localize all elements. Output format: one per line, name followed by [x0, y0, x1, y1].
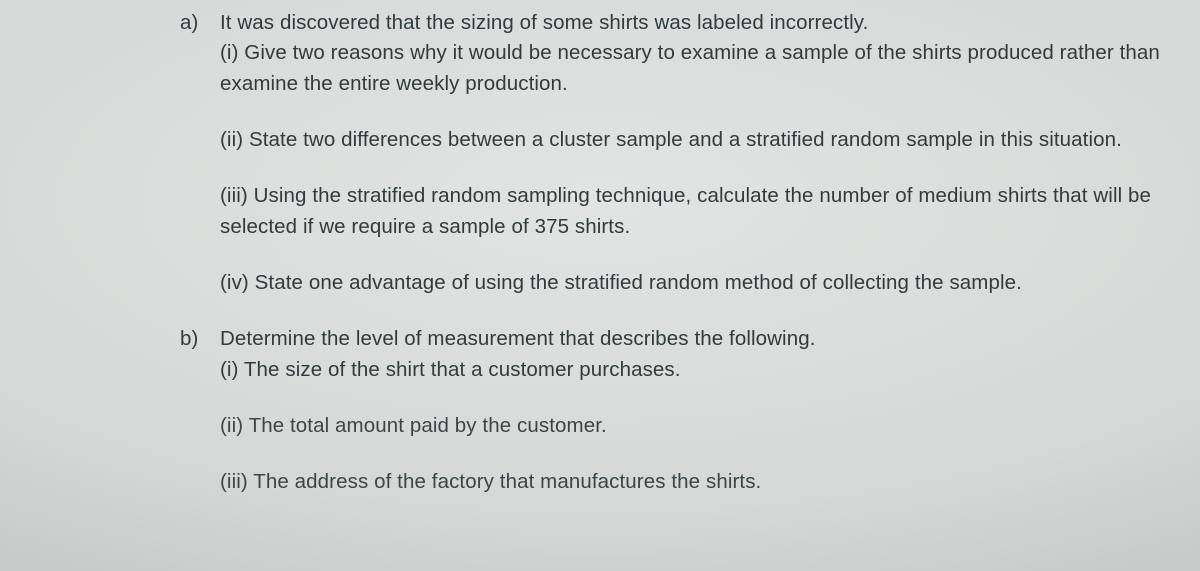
part-a-body: It was discovered that the sizing of som…	[220, 8, 1180, 298]
part-a-header: a) It was discovered that the sizing of …	[180, 8, 1180, 298]
part-b-sub-ii: (ii) The total amount paid by the custom…	[220, 411, 1180, 441]
part-a-label: a)	[180, 8, 220, 298]
part-a-sub-ii: (ii) State two differences between a clu…	[220, 125, 1180, 155]
part-b-body: Determine the level of measurement that …	[220, 324, 1180, 497]
part-a-sub-i: (i) Give two reasons why it would be nec…	[220, 41, 1160, 94]
part-b-header: b) Determine the level of measurement th…	[180, 324, 1180, 497]
part-a-lead-and-i: It was discovered that the sizing of som…	[220, 8, 1180, 99]
part-b-sub-iii: (iii) The address of the factory that ma…	[220, 467, 1180, 497]
part-a-sub-iii: (iii) Using the stratified random sampli…	[220, 181, 1180, 242]
part-b: b) Determine the level of measurement th…	[180, 324, 1180, 497]
part-a-sub-iv: (iv) State one advantage of using the st…	[220, 268, 1180, 298]
part-b-lead-and-i: Determine the level of measurement that …	[220, 324, 1180, 385]
exam-question: a) It was discovered that the sizing of …	[180, 8, 1180, 524]
part-a: a) It was discovered that the sizing of …	[180, 8, 1180, 298]
part-a-lead: It was discovered that the sizing of som…	[220, 11, 868, 34]
part-b-sub-i: (i) The size of the shirt that a custome…	[220, 358, 681, 381]
part-b-lead: Determine the level of measurement that …	[220, 327, 816, 350]
part-b-label: b)	[180, 324, 220, 497]
